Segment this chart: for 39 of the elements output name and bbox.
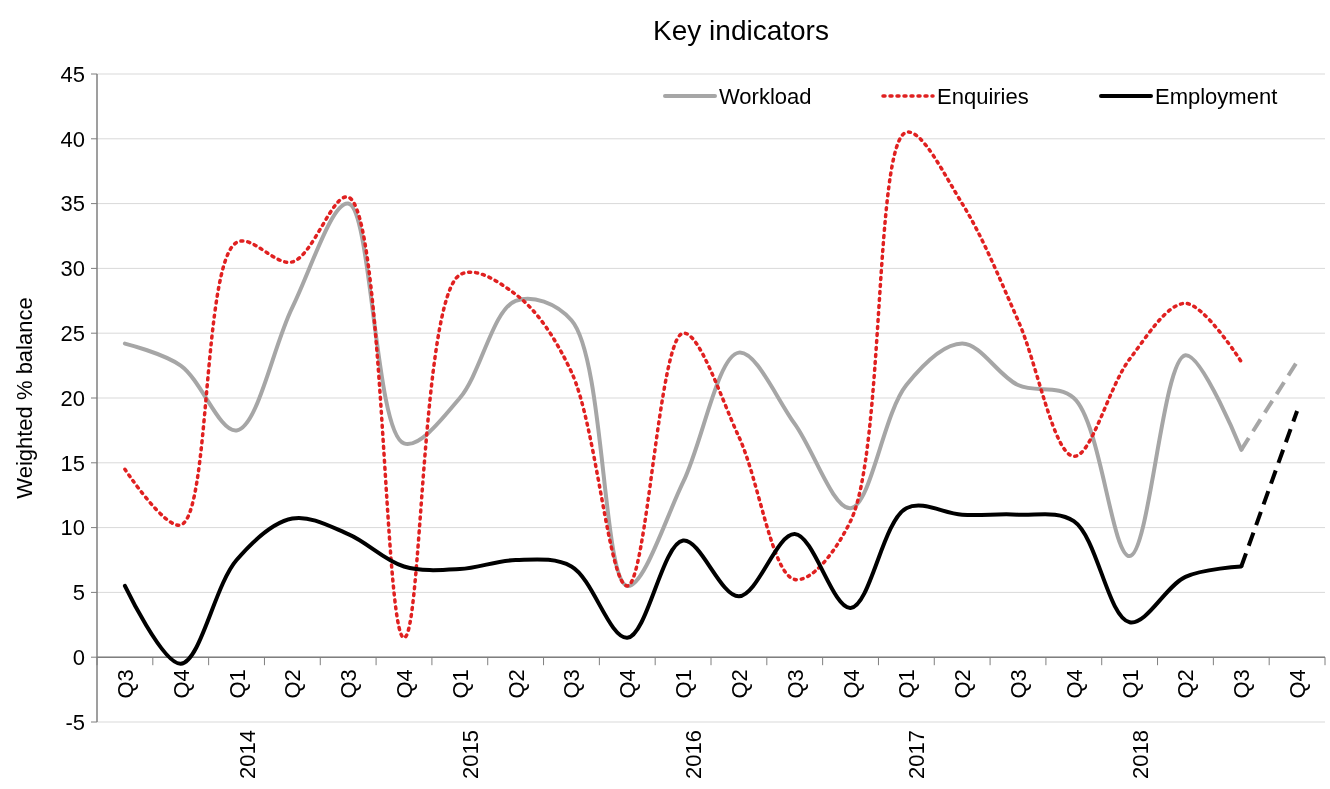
x-tick-label: Q2 <box>1173 669 1199 699</box>
y-tick-label: 5 <box>72 580 85 606</box>
category-label: Q1 2015 <box>447 669 483 779</box>
category-label: Q1 2014 <box>224 669 260 779</box>
y-tick-label: 35 <box>60 191 85 217</box>
x-tick-label: Q3 <box>336 669 362 699</box>
line-series <box>123 130 1244 640</box>
y-tick-label: 40 <box>60 126 85 152</box>
y-tick-label: -5 <box>65 709 85 735</box>
x-tick-label: Q4 <box>615 669 641 699</box>
x-tick-label: Q3 <box>1229 669 1255 699</box>
y-tick-label: 30 <box>60 256 85 282</box>
x-tick-label: Q3 <box>782 669 808 699</box>
x-tick-label: Q2 <box>726 669 752 699</box>
y-tick-label: 15 <box>60 450 85 476</box>
x-tick-label: Q4 <box>168 669 194 699</box>
x-tick-label: Q4 <box>1061 669 1087 699</box>
x-tick-label: Q4 <box>838 669 864 699</box>
legend-label: Enquiries <box>937 83 1029 109</box>
x-tick-label: Q3 <box>1006 669 1031 699</box>
x-tick-label: Q3 <box>112 669 138 699</box>
category-label: Q1 2016 <box>671 669 707 779</box>
x-tick-label: Q2 <box>280 669 306 699</box>
x-tick-label: Q4 <box>392 669 417 699</box>
legend-label: Employment <box>1155 83 1278 109</box>
y-tick-label: 45 <box>60 61 85 87</box>
category-label: Q1 2017 <box>894 669 930 779</box>
category-label: Q1 2018 <box>1117 669 1153 779</box>
x-tick-label: Q2 <box>503 669 529 699</box>
y-tick-label: 20 <box>60 385 85 411</box>
x-tick-label: Q3 <box>559 669 585 699</box>
y-axis-title: Weighted % balance <box>12 297 37 499</box>
x-tick-label: Q2 <box>950 669 976 699</box>
legend-label: Workload <box>719 83 812 109</box>
y-tick-label: 25 <box>60 320 85 346</box>
chart-title: Key indicators <box>653 15 829 46</box>
y-tick-label: 10 <box>60 515 85 541</box>
x-tick-label: Q4 <box>1285 669 1311 699</box>
y-tick-label: 0 <box>72 644 85 670</box>
